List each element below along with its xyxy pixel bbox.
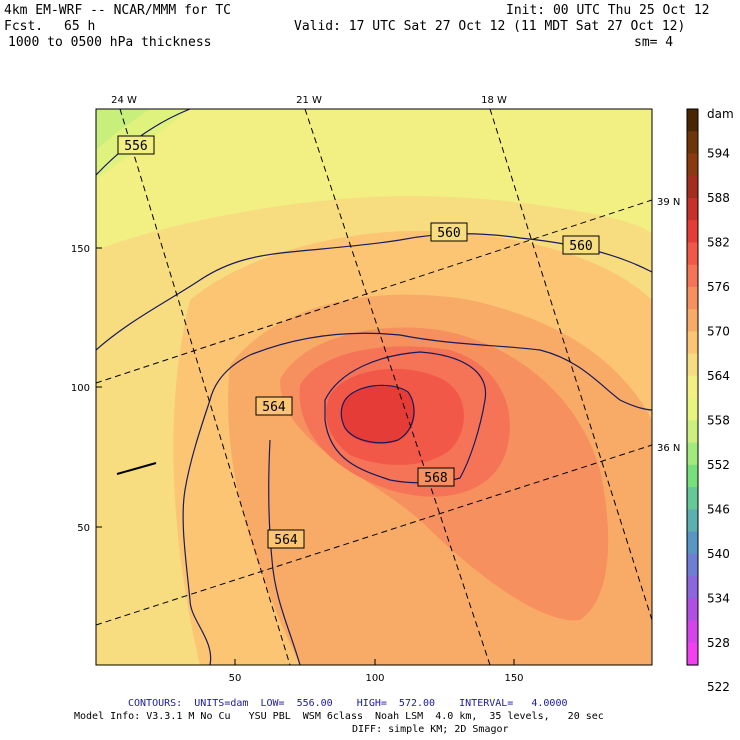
init-time: Init: 00 UTC Thu 25 Oct 12 bbox=[506, 3, 710, 18]
colorbar-swatch bbox=[687, 620, 698, 644]
field-name: 1000 to 0500 hPa thickness bbox=[8, 35, 212, 50]
colorbar-swatch bbox=[687, 398, 698, 421]
contour-label-564-a: 564 bbox=[262, 400, 286, 415]
lat-lon-grid bbox=[96, 109, 652, 665]
contour-lines bbox=[96, 109, 652, 665]
colorbar-swatch bbox=[687, 509, 698, 533]
colorbar-swatch bbox=[687, 531, 698, 555]
contour-label-556: 556 bbox=[124, 139, 147, 154]
colorbar-label: 588 bbox=[707, 191, 730, 205]
colorbar-swatch bbox=[687, 598, 698, 622]
y-tick-label: 150 bbox=[71, 244, 90, 255]
x-tick-label: 150 bbox=[504, 673, 523, 684]
lat-label: 36 N bbox=[657, 443, 680, 454]
colorbar-swatch bbox=[687, 576, 698, 599]
x-tick-label: 100 bbox=[365, 673, 384, 684]
contour-label-564-b: 564 bbox=[274, 533, 298, 548]
colorbar-swatch bbox=[687, 487, 698, 510]
colorbar-label: 534 bbox=[707, 591, 730, 605]
diff-info: DIFF: simple KM; 2D Smagor bbox=[352, 724, 509, 735]
y-tick-label: 100 bbox=[71, 383, 90, 394]
colorbar-swatch bbox=[687, 153, 698, 177]
contour-labels: 556 560 560 564 564 568 bbox=[117, 135, 600, 549]
model-title: 4km EM-WRF -- NCAR/MMM for TC bbox=[4, 3, 231, 18]
colorbar-units: dam bbox=[707, 107, 734, 121]
smoothing: sm= 4 bbox=[634, 35, 674, 50]
colorbar-label: 522 bbox=[707, 680, 730, 694]
colorbar-label: 540 bbox=[707, 547, 730, 561]
contour-label-560-a: 560 bbox=[437, 226, 460, 241]
colorbar-swatch bbox=[687, 442, 698, 466]
x-tick-label: 50 bbox=[229, 673, 242, 684]
lon-label: 18 W bbox=[481, 95, 507, 106]
contour-label-568: 568 bbox=[424, 471, 447, 486]
colorbar-label: 594 bbox=[707, 146, 730, 160]
colorbar-swatch bbox=[687, 331, 698, 355]
y-tick-labels: 150 100 50 bbox=[71, 244, 90, 534]
model-info: Model Info: V3.3.1 M No Cu YSU PBL WSM 6… bbox=[74, 711, 604, 722]
contour-label-560-b: 560 bbox=[569, 239, 592, 254]
colorbar-swatch bbox=[687, 109, 698, 132]
colorbar-swatch bbox=[687, 197, 698, 221]
colorbar-swatch bbox=[687, 175, 698, 199]
colorbar-swatch bbox=[687, 131, 698, 155]
colorbar-label: 576 bbox=[707, 280, 730, 294]
forecast-hours: 65 h bbox=[64, 19, 96, 34]
lat-labels: 39 N 36 N bbox=[657, 197, 680, 454]
colorbar-swatch bbox=[687, 464, 698, 488]
colorbar-swatch bbox=[687, 420, 698, 444]
colorbar-label: 564 bbox=[707, 369, 730, 383]
colorbar-label: 528 bbox=[707, 636, 730, 650]
colorbar-label: 558 bbox=[707, 413, 730, 427]
lon-labels: 24 W 21 W 18 W bbox=[111, 95, 507, 106]
forecast-label: Fcst. bbox=[4, 19, 44, 34]
axis-ticks bbox=[96, 247, 515, 665]
lat-label: 39 N bbox=[657, 197, 680, 208]
colorbar-swatch bbox=[687, 309, 698, 332]
lon-label: 21 W bbox=[296, 95, 322, 106]
colorbar-label: 552 bbox=[707, 458, 730, 472]
x-tick-labels: 50 100 150 bbox=[229, 673, 524, 684]
colorbar-swatch bbox=[687, 242, 698, 266]
colorbar-swatch bbox=[687, 353, 698, 377]
coastline-segment bbox=[116, 462, 157, 475]
valid-time: Valid: 17 UTC Sat 27 Oct 12 (11 MDT Sat … bbox=[294, 19, 686, 34]
colorbar: dam 594 588 582 576 570 564 558 552 546 540 534 528… bbox=[686, 107, 734, 694]
colorbar-swatch bbox=[687, 553, 698, 577]
colorbar-swatch bbox=[687, 220, 698, 244]
colorbar-swatch bbox=[687, 286, 698, 310]
colorbar-label: 546 bbox=[707, 502, 730, 516]
colorbar-label: 582 bbox=[707, 235, 730, 249]
colorbar-label: 570 bbox=[707, 324, 730, 338]
colorbar-swatch bbox=[687, 375, 698, 399]
y-tick-label: 50 bbox=[77, 523, 90, 534]
lon-label: 24 W bbox=[111, 95, 137, 106]
thickness-field bbox=[96, 109, 652, 665]
contours-info: CONTOURS: UNITS=dam LOW= 556.00 HIGH= 57… bbox=[128, 698, 568, 709]
colorbar-swatch bbox=[687, 264, 698, 288]
colorbar-swatch bbox=[687, 642, 698, 666]
